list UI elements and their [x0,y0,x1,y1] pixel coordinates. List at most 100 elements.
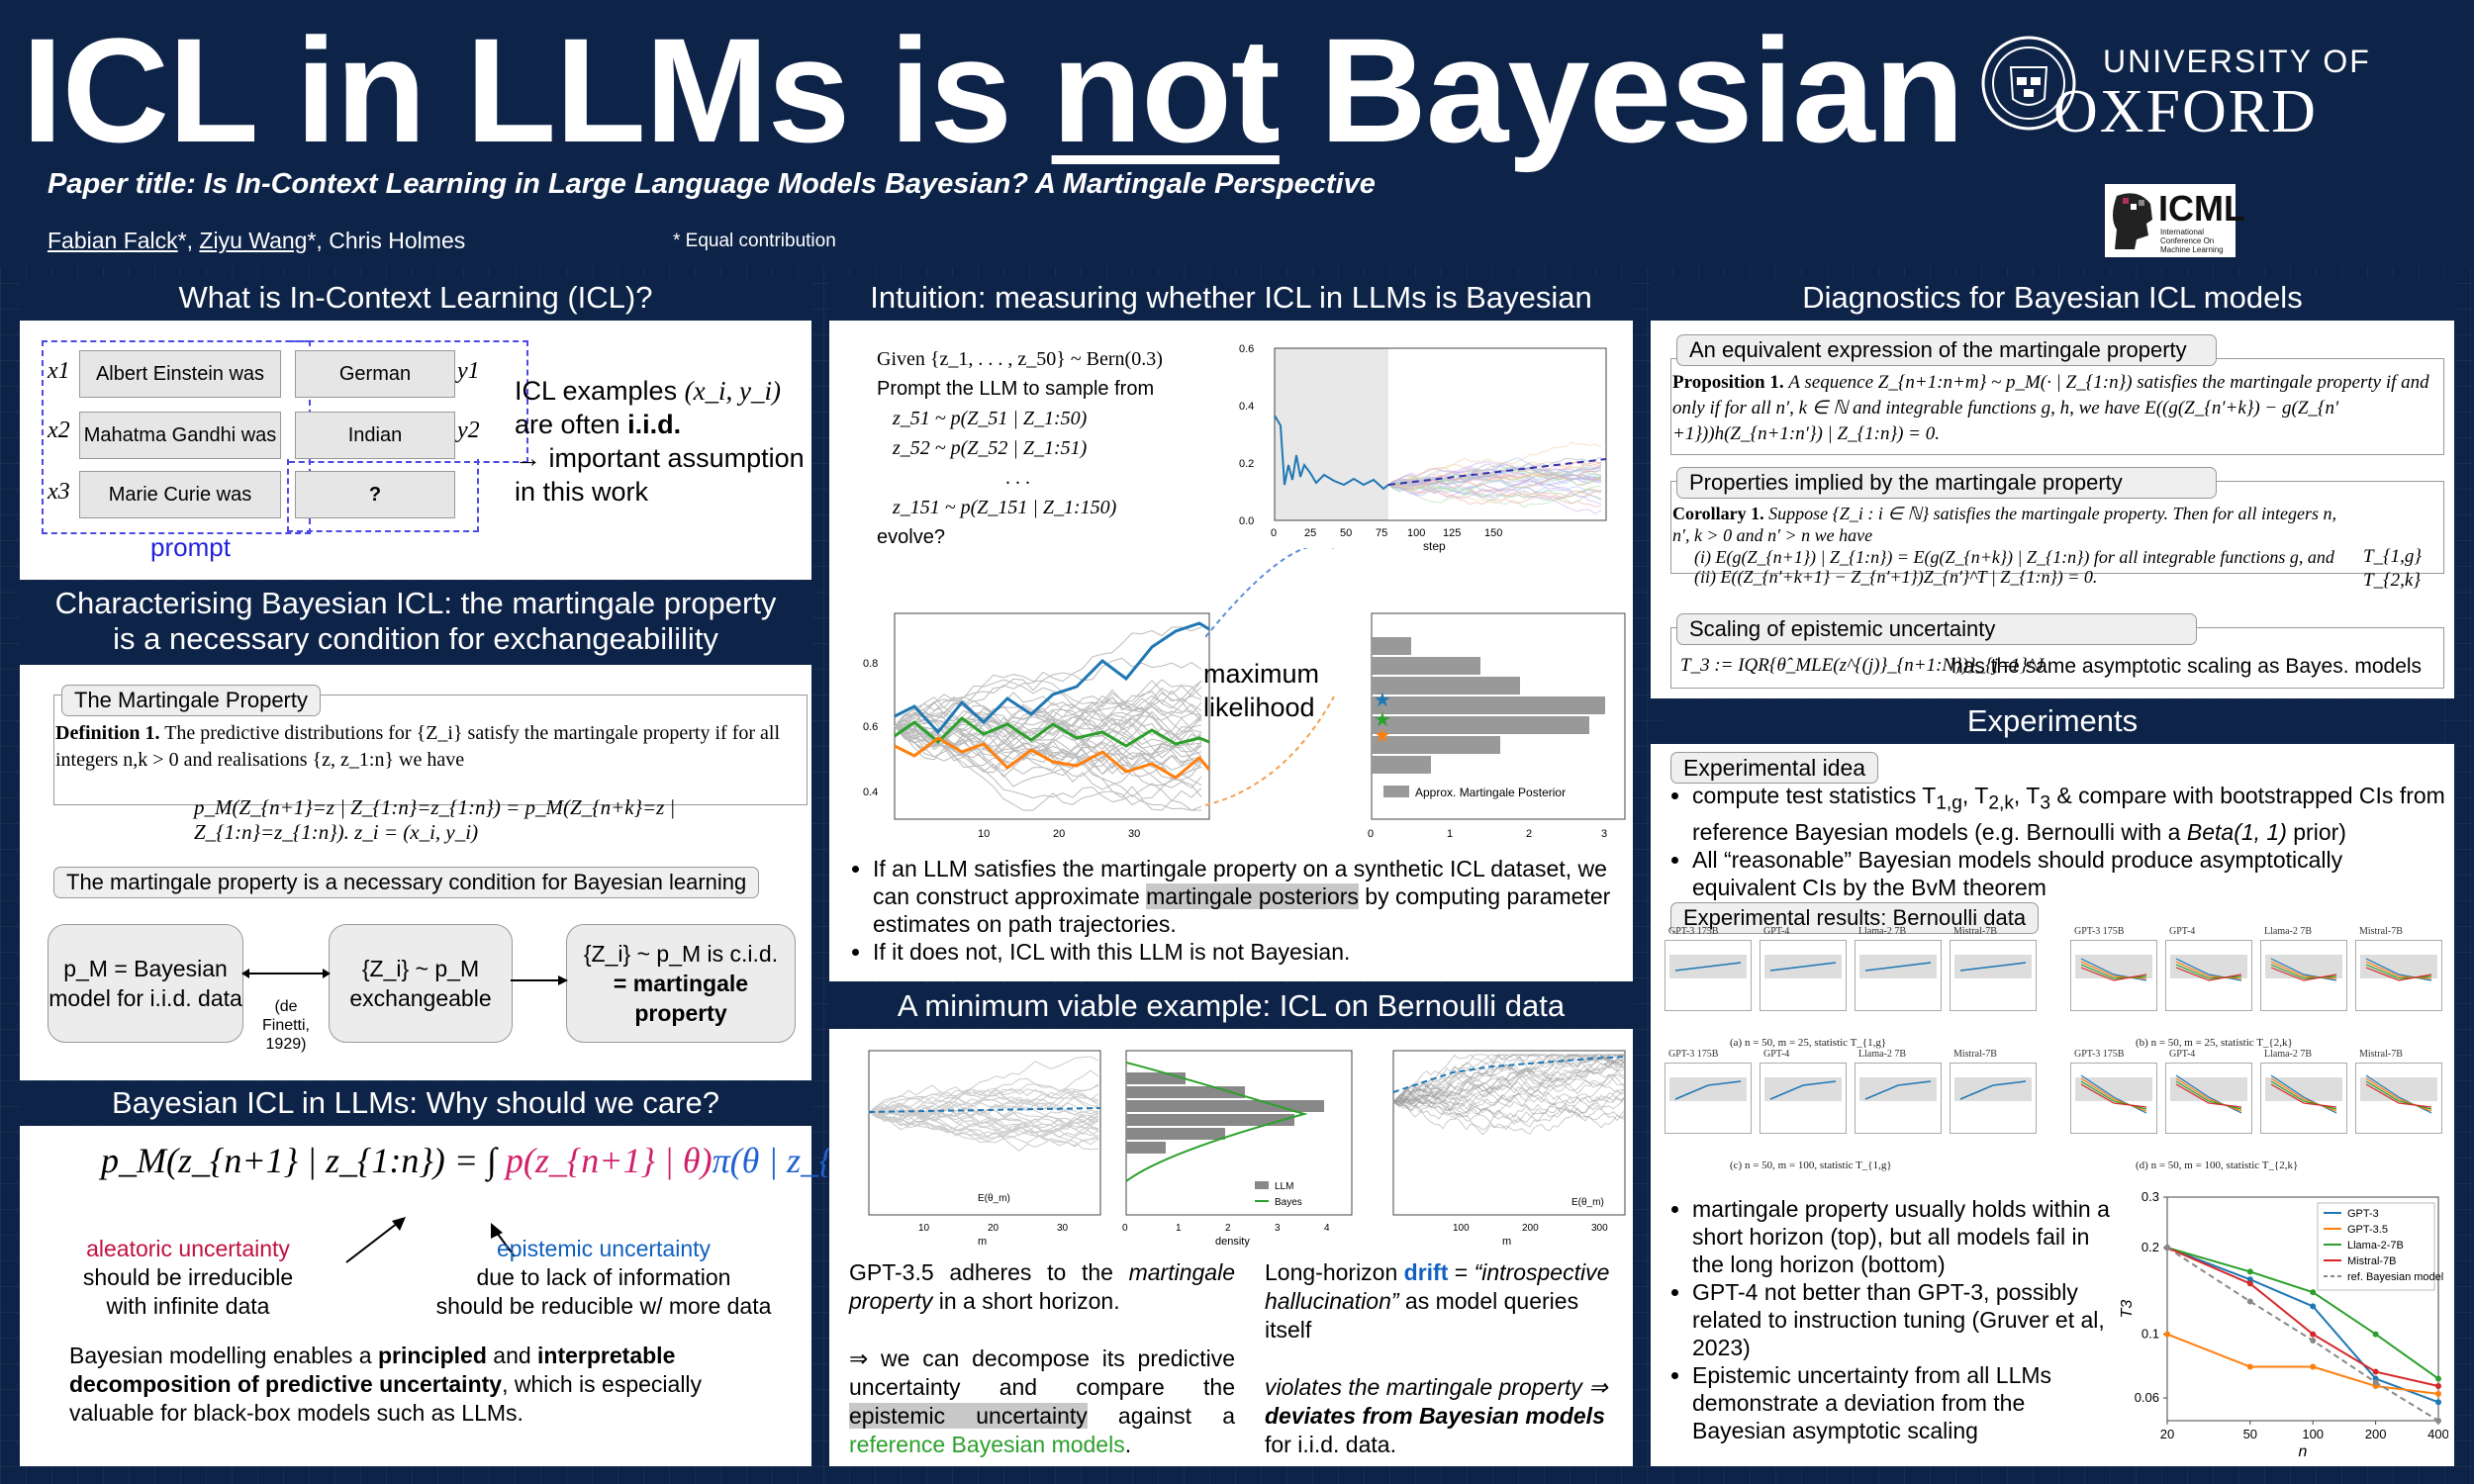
small-multiple-svg [2360,1074,2437,1114]
svg-text:0.8: 0.8 [863,658,878,670]
svg-text:★: ★ [1374,725,1391,747]
section-heading-martingale: Characterising Bayesian ICL: the marting… [20,582,811,665]
aleatoric-note: aleatoric uncertainty should be irreducib… [82,1236,294,1319]
sample-path-line [868,1111,1099,1139]
statistic-line [2365,1077,2432,1112]
small-multiple-title: Mistral-7B [1953,926,1997,937]
small-multiple-title: GPT-4 [2169,1049,2196,1060]
long-path-line [1392,1054,1626,1106]
svg-text:0.2: 0.2 [1239,458,1254,470]
long-path-line [1392,1058,1626,1107]
annotation-arrows [345,1217,516,1263]
intuition-bullets: If an LLM satisfies the martingale prope… [847,855,1629,966]
martingale-panel: The Martingale Property Definition 1. Th… [20,665,811,1080]
query-dashed-box [287,459,479,532]
small-multiple-svg [1669,955,1747,978]
small-multiple-title: GPT-4 [1763,926,1790,937]
svg-text:3: 3 [1601,828,1607,840]
y-tick-label: 0.3 [2141,1189,2159,1204]
sample-path-line [868,1104,1099,1144]
long-path-line [1392,1096,1626,1136]
path-line [894,700,1202,741]
necessary-condition-label: The martingale property is a necessary c… [53,867,760,898]
t2-label: T_{2,k} [2363,570,2421,591]
small-multiple-plot [1760,940,1847,1011]
path-line [894,680,1202,746]
small-multiple-title: Mistral-7B [2359,926,2403,937]
minimal-left-text: GPT-3.5 adheres to the martingale proper… [849,1259,1235,1457]
x-tick-label: 100 [2302,1427,2324,1441]
svg-text:2: 2 [1225,1223,1231,1234]
long-path-line [1392,1076,1626,1114]
idea-bullet-1: compute test statistics T1,g, T2,k, T3 &… [1692,782,2448,846]
path-line [894,694,1202,745]
y-tick-label: 0.06 [2135,1390,2159,1405]
t1-label: T_{1,g} [2363,546,2423,567]
trajectory-line [1387,475,1602,494]
svg-text:2: 2 [1526,828,1532,840]
legend-label: Llama-2-7B [2347,1240,2404,1252]
long-path-line [1392,1055,1626,1103]
statistic-line [2080,958,2147,981]
intuition-bullet-1: If an LLM satisfies the martingale prope… [873,855,1629,938]
trajectory-line [1387,466,1602,486]
trajectory-line [1387,475,1602,487]
data-point [2372,1331,2379,1338]
statistic-line [2270,958,2337,981]
small-multiple-plot [2070,940,2157,1011]
svg-text:E(θ_m): E(θ_m) [978,1193,1010,1204]
data-point [2435,1382,2441,1389]
minimal-right-text: Long-horizon drift = “introspective hall… [1265,1259,1610,1457]
svg-text:0.6: 0.6 [1239,343,1254,355]
statistic-line [2365,964,2432,979]
sample-path-line [868,1077,1099,1121]
y-axis-label: T3 [2119,1300,2136,1319]
y1-label: y1 [457,358,480,384]
svg-text:0.0: 0.0 [1239,515,1254,527]
data-point [2435,1418,2441,1424]
statistic-line [2175,964,2242,979]
trajectory-line [1387,478,1602,502]
trajectory-line [1387,484,1602,514]
result-bullet-1: martingale property usually holds within… [1692,1195,2112,1278]
svg-text:E(θ_m): E(θ_m) [1571,1197,1604,1208]
de-finetti-note: (de Finetti, 1929) [261,998,310,1053]
statistic-line [1674,1080,1742,1100]
why-care-paragraph: Bayesian modelling enables a principled … [69,1343,703,1426]
small-multiple-svg [2265,1074,2342,1114]
small-multiple-title: Llama-2 7B [1858,1049,1907,1060]
sample-path-line [868,1100,1099,1147]
statistic-line [2080,1080,2147,1110]
statistic-line [2270,1074,2337,1114]
statistic-line [1674,962,1742,972]
double-arrow-icon [241,969,331,978]
statistic-line [2365,961,2432,979]
statistic-line [2080,1083,2147,1108]
equivalent-expression-label: An equivalent expression of the martinga… [1676,334,2217,366]
experimental-idea-bullets: compute test statistics T1,g, T2,k, T3 &… [1666,782,2448,901]
query-box: ? [295,471,455,518]
path-line [894,690,1202,748]
svg-text:3: 3 [1275,1223,1281,1234]
statistic-line [2080,967,2147,981]
t3-text: has the same asymptotic scaling as Bayes… [1951,655,2423,678]
small-multiple-plot [1665,940,1752,1011]
result-bullet-3: Epistemic uncertainty from all LLMs demo… [1692,1361,2112,1444]
oxford-big-text: OXFORD [2053,78,2318,145]
long-path-line [1392,1054,1626,1103]
trajectory-line [1387,483,1602,497]
output-dashed-box [289,340,528,463]
caption-d: (d) n = 50, m = 100, statistic T_{2,k} [2136,1159,2299,1171]
paper-title: Paper title: Is In-Context Learning in L… [48,168,1376,200]
small-multiple-plot [2260,940,2347,1011]
legend-label: ref. Bayesian model [2347,1271,2443,1283]
intuition-bullet-2: If it does not, ICL with this LLM is not… [873,938,1629,966]
statistic-line [2175,1080,2242,1110]
small-multiple-title: Mistral-7B [2359,1049,2403,1060]
gpt35-short-horizon-plot: E(θ_m) 10 20 30 m [868,1050,1101,1248]
statistic-line [2270,1077,2337,1112]
statistic-line [2365,1083,2432,1108]
ci-band [1954,1077,2032,1101]
small-multiple-plot [1950,1063,2037,1134]
svg-text:30: 30 [1057,1223,1069,1234]
